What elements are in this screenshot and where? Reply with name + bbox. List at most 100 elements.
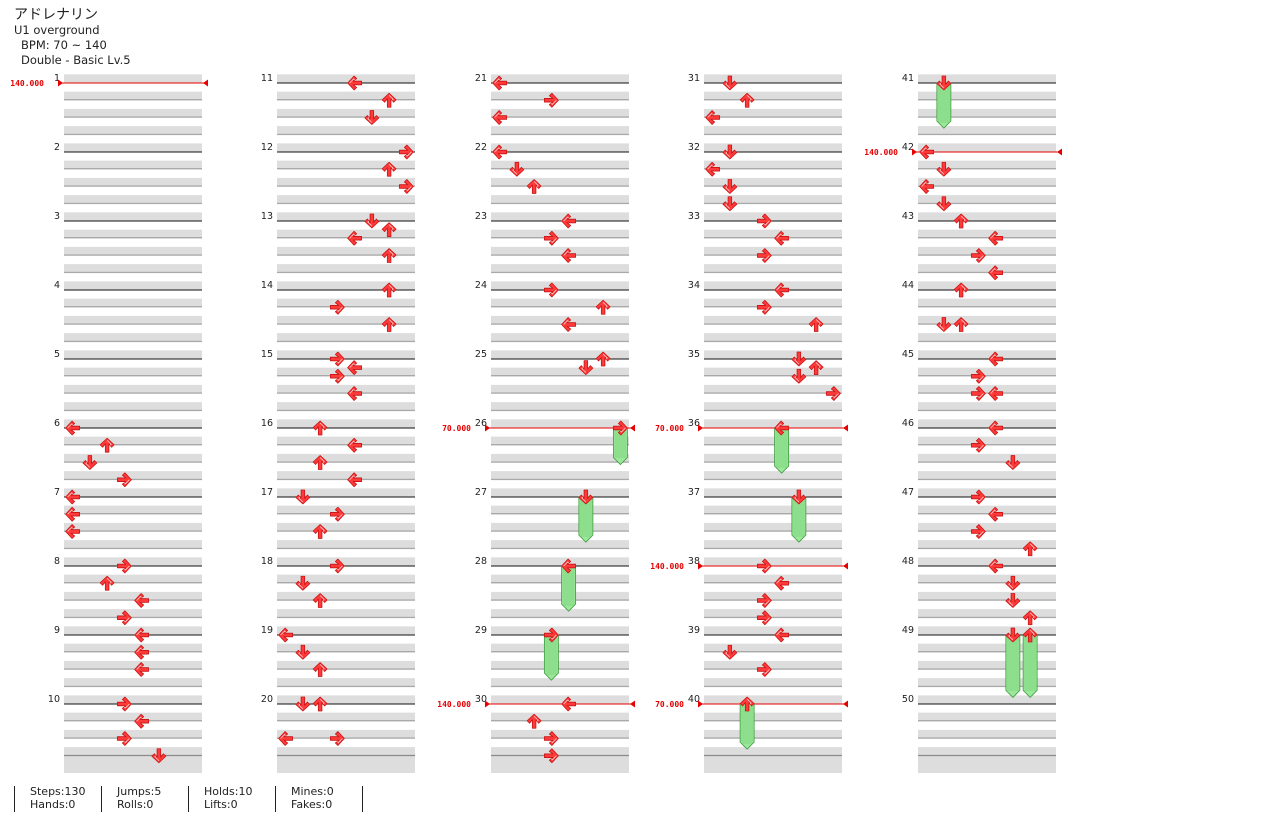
beat-band	[277, 126, 415, 136]
arrow-shape	[970, 524, 986, 539]
arrow-highlight	[581, 367, 587, 373]
arrow-highlight	[815, 319, 821, 325]
bpm-change: 140.000	[10, 79, 208, 88]
beat-band	[704, 126, 842, 136]
arrow-highlight	[367, 220, 373, 227]
arrow-highlight	[494, 112, 500, 118]
arrow-note	[936, 161, 952, 177]
arrow-note	[919, 144, 935, 160]
arrow-highlight	[1008, 462, 1014, 468]
arrow-highlight	[990, 423, 996, 429]
arrow-shape	[329, 368, 345, 384]
arrow-shape	[347, 386, 363, 401]
arrow-note	[509, 161, 525, 177]
arrow-note	[970, 248, 986, 263]
beat-band	[491, 195, 629, 205]
arrow-note	[1022, 610, 1038, 626]
arrow-note	[970, 437, 986, 453]
arrow-highlight	[921, 147, 927, 153]
arrow-note	[364, 213, 380, 229]
arrow-highlight	[388, 94, 394, 101]
measure-number: 10	[48, 694, 60, 705]
arrow-highlight	[319, 664, 325, 670]
arrow-shape	[936, 317, 952, 332]
arrow-note	[1022, 627, 1038, 643]
arrow-note	[543, 627, 559, 643]
measure: 35	[688, 349, 842, 412]
arrow-note	[329, 731, 345, 746]
arrow-note	[988, 558, 1004, 574]
measure-number: 25	[475, 349, 487, 360]
steps-count: Steps:130	[30, 785, 86, 798]
arrow-highlight	[349, 475, 355, 481]
beat-band	[918, 678, 1056, 688]
measure-number: 35	[688, 349, 700, 360]
arrow-highlight	[367, 117, 373, 123]
measure-number: 31	[688, 73, 700, 84]
arrow-note	[970, 368, 986, 384]
arrow-note	[791, 351, 807, 367]
beat-band	[64, 471, 202, 481]
measure: 4	[54, 280, 202, 343]
beat-band	[277, 212, 415, 222]
arrow-highlight	[512, 168, 518, 175]
arrow-highlight	[978, 496, 984, 502]
arrow-highlight	[136, 664, 142, 670]
beat-band	[277, 91, 415, 101]
beat-band	[277, 471, 415, 481]
arrow-note	[65, 506, 81, 522]
beat-band	[277, 333, 415, 343]
beat-band	[64, 712, 202, 722]
measure-number: 6	[54, 418, 60, 429]
measure-number: 7	[54, 487, 60, 498]
arrow-shape	[492, 144, 508, 160]
beat-band	[491, 74, 629, 84]
beat-band	[704, 74, 842, 84]
arrow-note	[1005, 575, 1021, 591]
arrow-note	[756, 593, 772, 608]
arrow-shape	[988, 506, 1004, 522]
arrow-note	[970, 489, 986, 505]
arrow-shape	[543, 748, 559, 764]
beat-band	[277, 505, 415, 515]
arrow-highlight	[349, 440, 355, 446]
measure: 3	[54, 211, 202, 274]
beat-band	[64, 298, 202, 308]
arrow-shape	[116, 696, 132, 712]
arrow-note	[381, 282, 397, 298]
beat-band	[277, 660, 415, 670]
arrow-note	[561, 213, 577, 229]
arrow-note	[278, 627, 294, 643]
arrow-note	[329, 506, 345, 522]
arrow-highlight	[764, 600, 770, 606]
measure: 13	[261, 211, 415, 274]
beat-band	[918, 264, 1056, 274]
measure-number: 3	[54, 211, 60, 222]
arrow-highlight	[746, 698, 752, 705]
arrow-shape	[543, 627, 559, 643]
beat-band	[918, 755, 1056, 773]
measure-number: 21	[475, 73, 487, 84]
measure-number: 14	[261, 280, 273, 291]
arrow-shape	[134, 662, 150, 677]
arrow-shape	[116, 558, 132, 574]
beat-band	[918, 471, 1056, 481]
arrow-note	[1005, 593, 1021, 608]
beat-band	[491, 350, 629, 360]
beat-band	[491, 540, 629, 550]
arrow-highlight	[815, 362, 821, 368]
arrow-note	[134, 662, 150, 677]
beat-band	[918, 540, 1056, 550]
stats-group: Holds:10 Lifts:0	[189, 785, 276, 812]
beat-band	[64, 281, 202, 291]
arrow-highlight	[551, 237, 557, 243]
arrow-note	[791, 368, 807, 384]
beat-band	[277, 195, 415, 205]
arrow-highlight	[939, 168, 945, 175]
arrow-note	[705, 161, 721, 177]
beat-band	[64, 367, 202, 377]
measure-number: 30	[475, 694, 487, 705]
arrow-shape	[774, 627, 790, 643]
arrow-note	[329, 299, 345, 315]
measure-number: 17	[261, 487, 273, 498]
